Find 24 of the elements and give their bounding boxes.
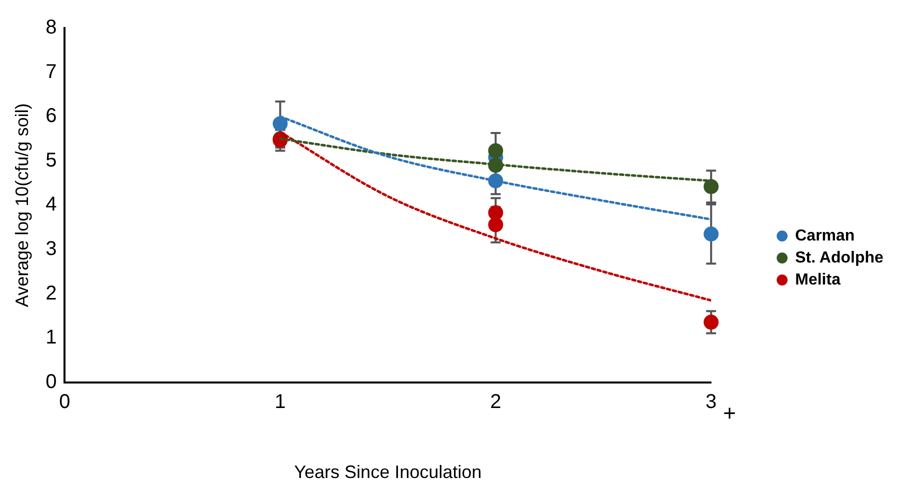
point	[704, 314, 719, 330]
y-axis-title: Average log 10(cfu/g soil)	[12, 103, 32, 308]
y-tick-label: 1	[46, 326, 57, 349]
y-tick-label: 7	[46, 60, 57, 83]
point	[704, 179, 719, 194]
x-tick-label: 1	[274, 390, 286, 413]
x-axis-title: Years Since Inoculation	[294, 462, 482, 482]
y-tick-label: 4	[46, 194, 57, 216]
legend-label: St. Adolphe	[795, 249, 884, 266]
point	[272, 116, 288, 132]
text: +	[723, 400, 736, 426]
x-tick-label: 3	[706, 390, 717, 413]
legend-label: Melita	[795, 271, 841, 288]
y-tick-label: 3	[46, 238, 57, 260]
x-tick-label: 2	[490, 390, 502, 413]
y-tick-label: 5	[46, 149, 57, 172]
legend-label: Carman	[795, 227, 855, 244]
point	[704, 226, 719, 242]
point	[488, 217, 504, 232]
y-tick-label: 2	[46, 282, 57, 304]
y-tick-label: 0	[46, 370, 57, 393]
y-tick-label: 8	[46, 16, 57, 39]
point	[488, 143, 504, 158]
y-tick-label: 6	[46, 105, 57, 128]
